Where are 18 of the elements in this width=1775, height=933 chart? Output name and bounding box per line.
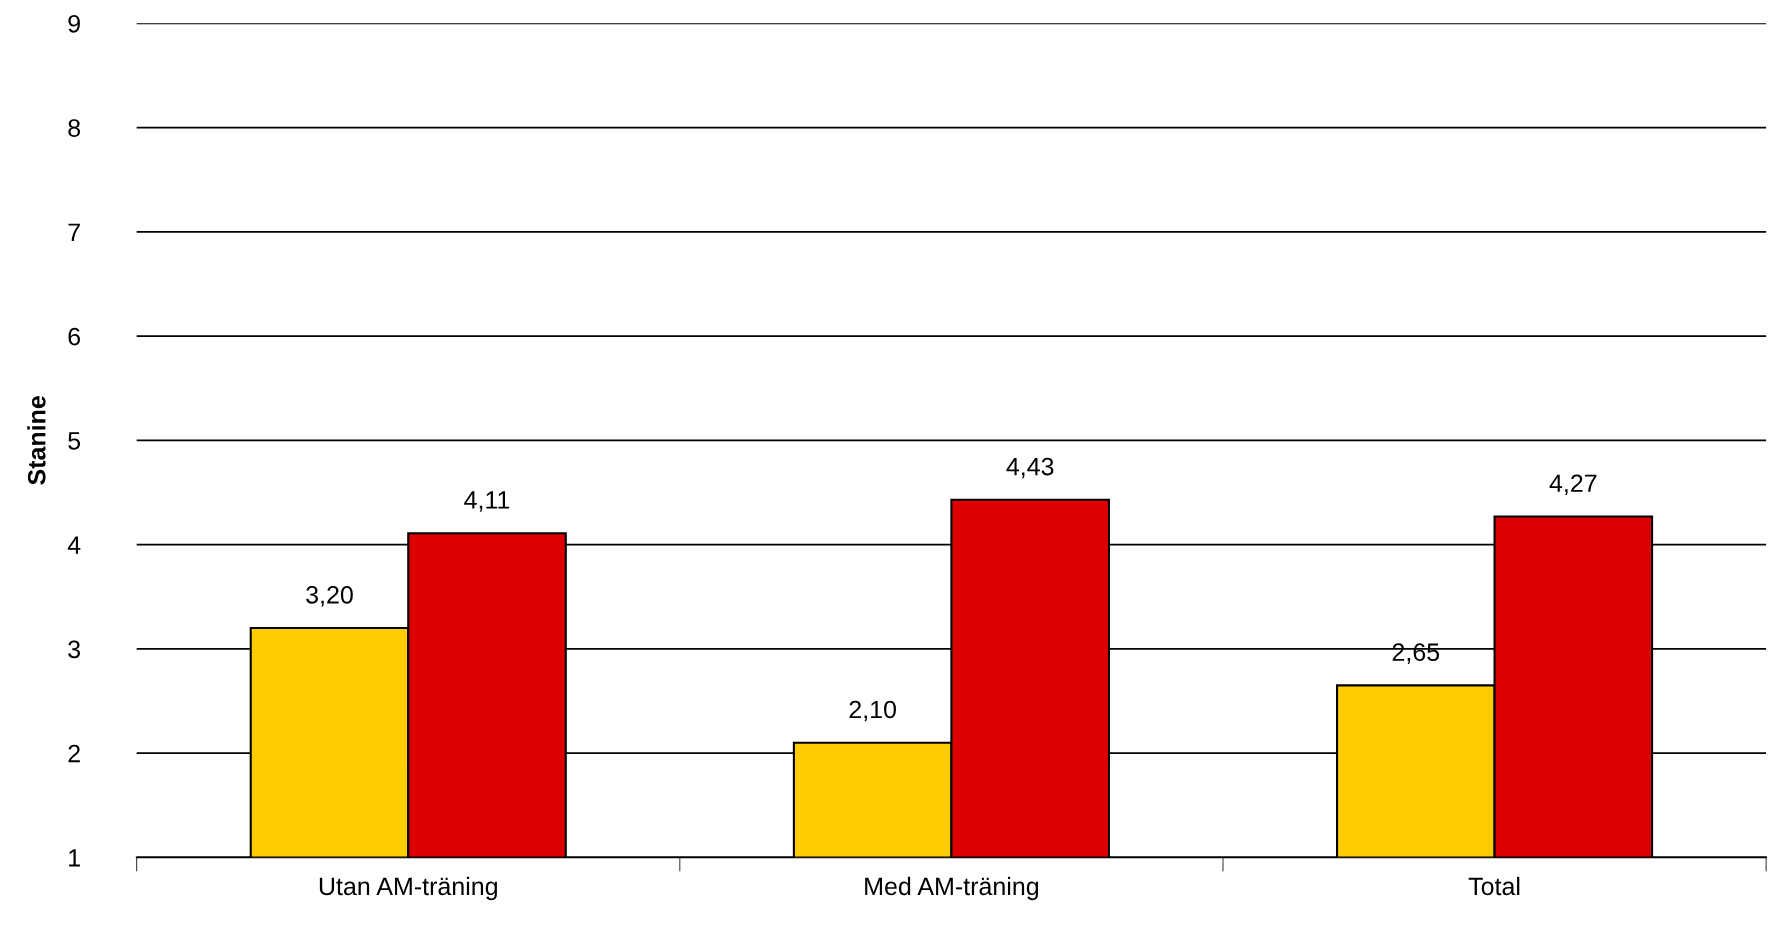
y-tick-label: 7 [68, 223, 80, 241]
x-tick-label: Med AM-träning [865, 876, 1039, 901]
y-tick-label: 2 [68, 744, 80, 763]
y-tick-label: 9 [68, 14, 80, 33]
x-tick-label: Utan AM-träning [319, 876, 497, 901]
data-label: 4,43 [1006, 457, 1054, 479]
y-tick-label: 1 [69, 849, 80, 867]
data-label: 2,10 [849, 700, 896, 722]
data-label: 4,27 [1549, 474, 1597, 496]
y-tick-label: 5 [68, 432, 81, 450]
y-axis-title: Stanine [27, 396, 46, 485]
x-tick-label: Total [1468, 876, 1520, 896]
y-tick-label: 6 [68, 327, 81, 346]
data-label: 3,20 [306, 585, 353, 607]
y-tick-label: 4 [67, 536, 81, 554]
y-tick-label: 8 [68, 119, 81, 137]
y-tick-label: 3 [68, 640, 81, 659]
data-label: 4,11 [464, 491, 510, 512]
